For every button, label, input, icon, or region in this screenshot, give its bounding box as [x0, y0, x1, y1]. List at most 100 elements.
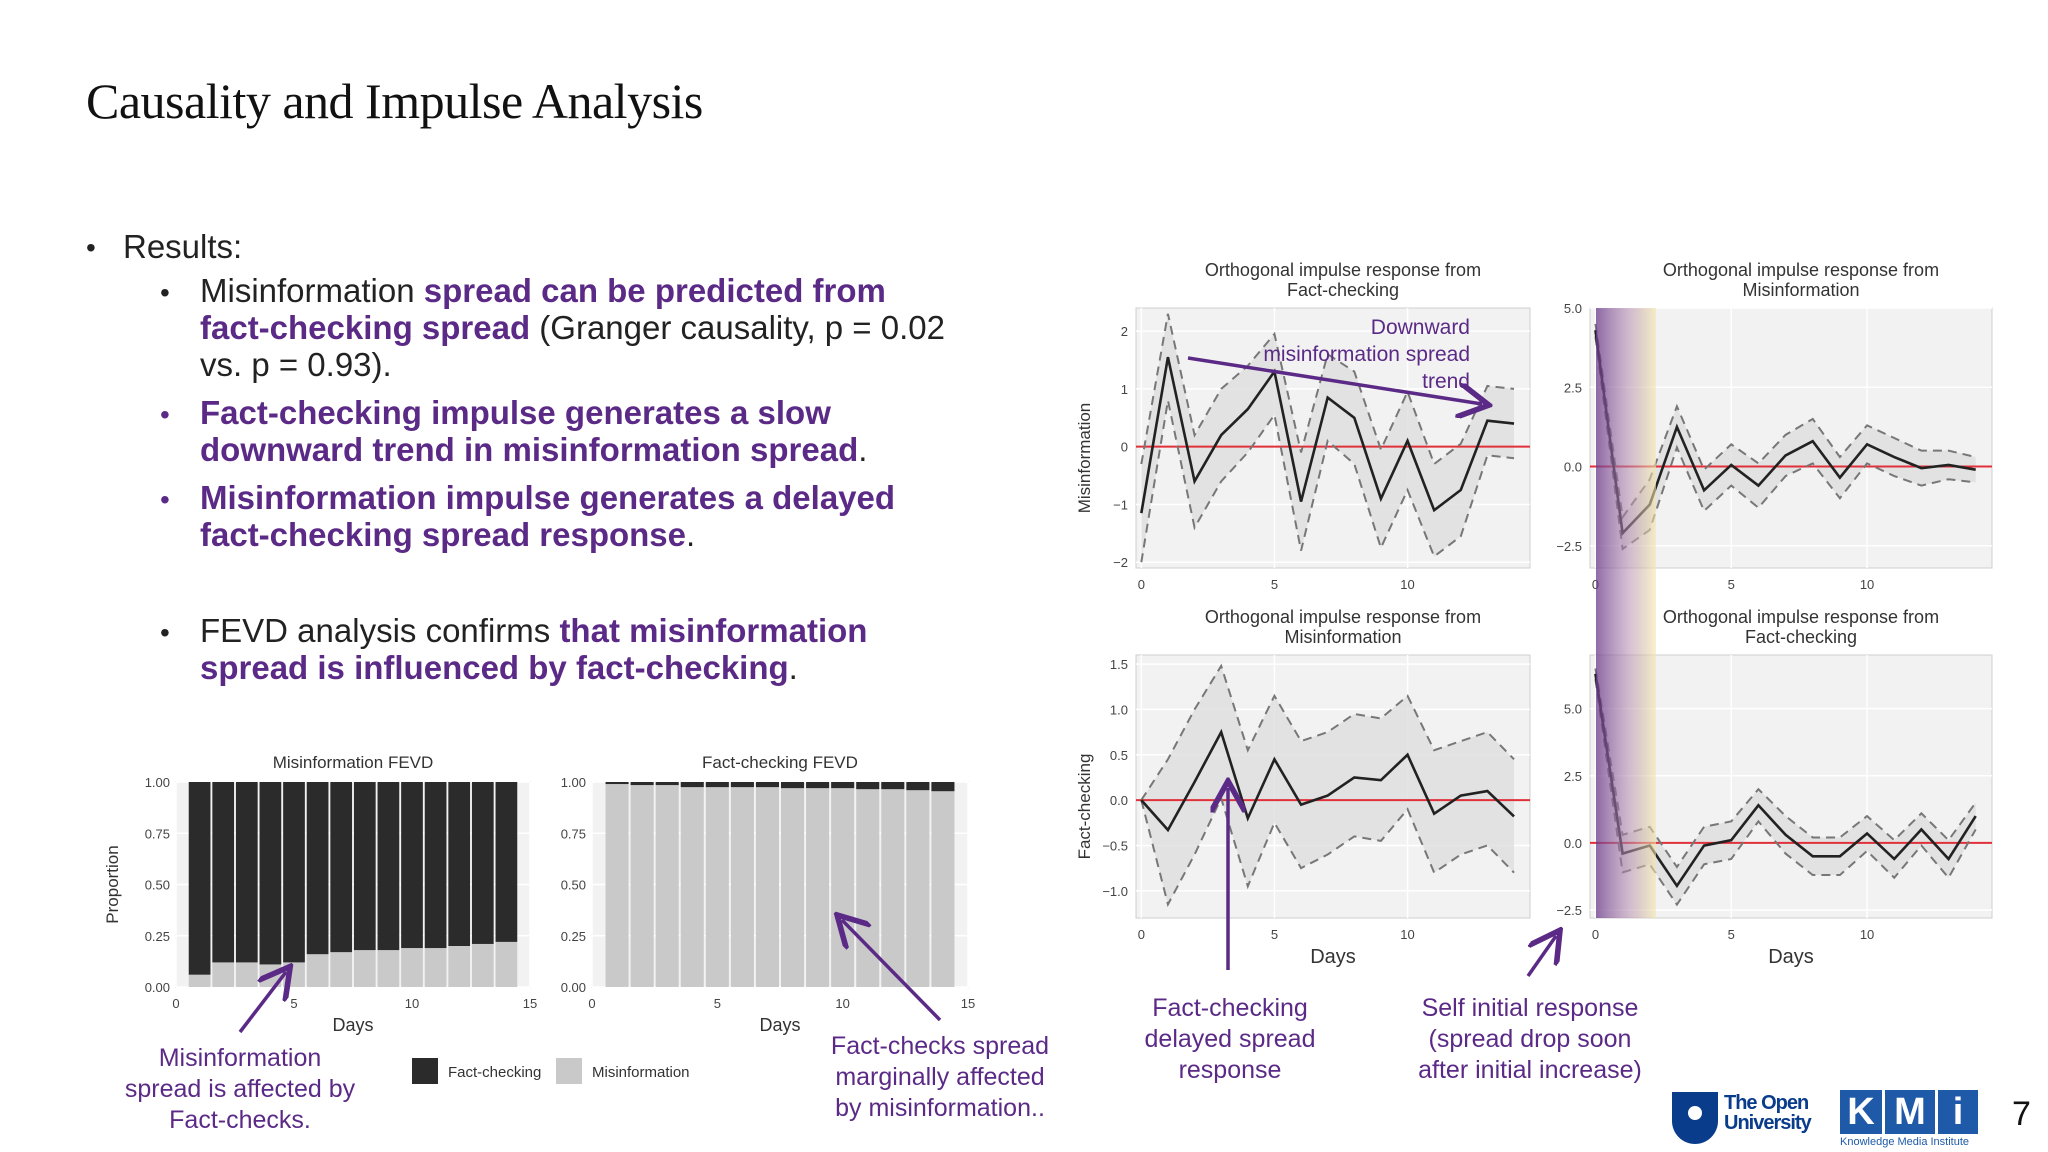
- bar-fact-checking: [212, 782, 235, 963]
- x-tick-label: 0: [172, 996, 179, 1011]
- y-tick-label: 0.0: [1564, 836, 1582, 851]
- x-tick-label: 10: [405, 996, 419, 1011]
- bullet-text: FEVD analysis confirms: [200, 612, 560, 649]
- chart-title: Orthogonal impulse response from: [1663, 260, 1939, 280]
- annotation-downward-trend: Downward misinformation spread trend: [1230, 314, 1470, 395]
- bullet-highlight: fact-checking spread response: [200, 516, 687, 553]
- y-tick-label: 0.00: [561, 980, 586, 995]
- lower-bound-line: [1140, 795, 1515, 908]
- bar-fact-checking: [755, 782, 779, 788]
- bullet-misinfo-impulse: • Misinformation impulse generates a del…: [160, 479, 1000, 553]
- y-tick-label: 1.00: [561, 775, 586, 790]
- bar-misinformation: [353, 950, 376, 987]
- bar-fact-checking: [471, 782, 494, 944]
- bullet-text: .: [788, 649, 798, 686]
- bar-misinformation: [831, 788, 855, 987]
- ou-name-line1: The Open: [1724, 1092, 1809, 1114]
- chart-title: Misinformation FEVD: [273, 753, 434, 772]
- chart-title: Fact-checking: [1287, 280, 1399, 300]
- x-axis-label: Days: [759, 1015, 800, 1035]
- annotation-line: response: [1178, 1056, 1282, 1084]
- annotation-self-initial: Self initial response (spread drop soon …: [1390, 993, 1670, 1086]
- bar-misinformation: [471, 943, 494, 987]
- highlight-band: [1596, 308, 1656, 918]
- bar-fact-checking: [630, 782, 654, 786]
- bar-fact-checking: [705, 782, 729, 788]
- y-tick-label: 2: [1121, 324, 1128, 339]
- bar-fact-checking: [730, 782, 754, 788]
- annotation-line: marginally affected: [835, 1063, 1045, 1091]
- bullet-factcheck-impulse: • Fact-checking impulse generates a slow…: [160, 394, 1000, 468]
- bar-fact-checking: [188, 782, 211, 975]
- legend-swatch-misinformation: [556, 1058, 582, 1084]
- bullet-dot: •: [160, 277, 170, 308]
- bullet-highlight: Misinformation impulse generates a delay…: [200, 479, 896, 516]
- annotation-delayed-response: Fact-checking delayed spread response: [1110, 993, 1350, 1086]
- x-tick-label: 5: [1271, 577, 1278, 592]
- bar-misinformation: [495, 941, 518, 987]
- y-tick-label: −2.5: [1556, 903, 1582, 918]
- confidence-band: [1141, 313, 1515, 563]
- x-tick-label: 5: [290, 996, 297, 1011]
- slide-title: Causality and Impulse Analysis: [86, 73, 703, 129]
- x-tick-label: 0: [588, 996, 595, 1011]
- x-axis-label: Days: [1768, 946, 1814, 968]
- bar-fact-checking: [353, 782, 376, 951]
- bar-misinformation: [306, 954, 329, 987]
- bar-misinformation: [377, 950, 400, 987]
- kmi-letter: M: [1885, 1090, 1935, 1134]
- bar-misinformation: [605, 784, 629, 987]
- y-axis-label: Proportion: [103, 845, 122, 923]
- chart-title: Orthogonal impulse response from: [1663, 607, 1939, 627]
- annotation-line: delayed spread: [1144, 1025, 1316, 1053]
- x-tick-label: 10: [1400, 577, 1414, 592]
- bullet-fevd: • FEVD analysis confirms that misinforma…: [160, 612, 1000, 686]
- x-tick-label: 10: [1400, 927, 1414, 942]
- bar-fact-checking: [605, 782, 629, 785]
- x-tick-label: 5: [1728, 927, 1735, 942]
- y-tick-label: 2.5: [1564, 769, 1582, 784]
- kmi-letter: K: [1840, 1090, 1882, 1134]
- bullet-highlight: that misinformation: [559, 612, 868, 649]
- bar-misinformation: [235, 962, 258, 987]
- arrow-downward-trend: [1187, 356, 1482, 404]
- kmi-subtitle: Knowledge Media Institute: [1840, 1136, 1970, 1148]
- bar-misinformation: [655, 785, 679, 987]
- bar-fact-checking: [856, 782, 880, 790]
- bullet-text: .: [686, 516, 696, 553]
- bar-fact-checking: [655, 782, 679, 786]
- arrow-factchecks-marginal: [842, 920, 942, 1022]
- bar-misinformation: [755, 787, 779, 987]
- response-line: [1140, 356, 1515, 514]
- bar-misinformation: [705, 787, 729, 987]
- x-tick-label: 0: [1592, 927, 1599, 942]
- legend-label: Misinformation: [592, 1064, 690, 1081]
- upper-bound-line: [1140, 313, 1515, 466]
- x-tick-label: 0: [1592, 577, 1599, 592]
- x-axis-label: Days: [332, 1015, 373, 1035]
- bar-misinformation: [680, 787, 704, 987]
- kmi-letter: i: [1938, 1090, 1978, 1134]
- annotation-line: spread is affected by: [124, 1075, 356, 1103]
- annotation-line: by misinformation..: [835, 1094, 1045, 1122]
- upper-bound-line: [1140, 663, 1515, 801]
- bar-fact-checking: [906, 782, 930, 791]
- results-label: Results:: [123, 228, 243, 265]
- chart-title: Orthogonal impulse response from: [1205, 260, 1481, 280]
- bar-fact-checking: [806, 782, 830, 789]
- bar-misinformation: [931, 791, 955, 987]
- chart-title: Misinformation: [1284, 627, 1401, 647]
- y-tick-label: 0.50: [145, 878, 170, 893]
- lower-bound-line: [1594, 336, 1976, 551]
- bar-misinformation: [424, 948, 447, 987]
- y-tick-label: 1.0: [1110, 702, 1128, 717]
- bar-fact-checking: [306, 782, 329, 955]
- y-tick-label: 0.75: [561, 826, 586, 841]
- bullet-text: (Granger causality, p = 0.02: [530, 309, 945, 346]
- bullet-highlight: downward trend in misinformation spread: [200, 431, 859, 468]
- lower-bound-line: [1594, 679, 1977, 907]
- y-tick-label: 0.25: [561, 929, 586, 944]
- annotation-line: Self initial response: [1421, 994, 1639, 1022]
- bar-misinformation: [881, 789, 905, 987]
